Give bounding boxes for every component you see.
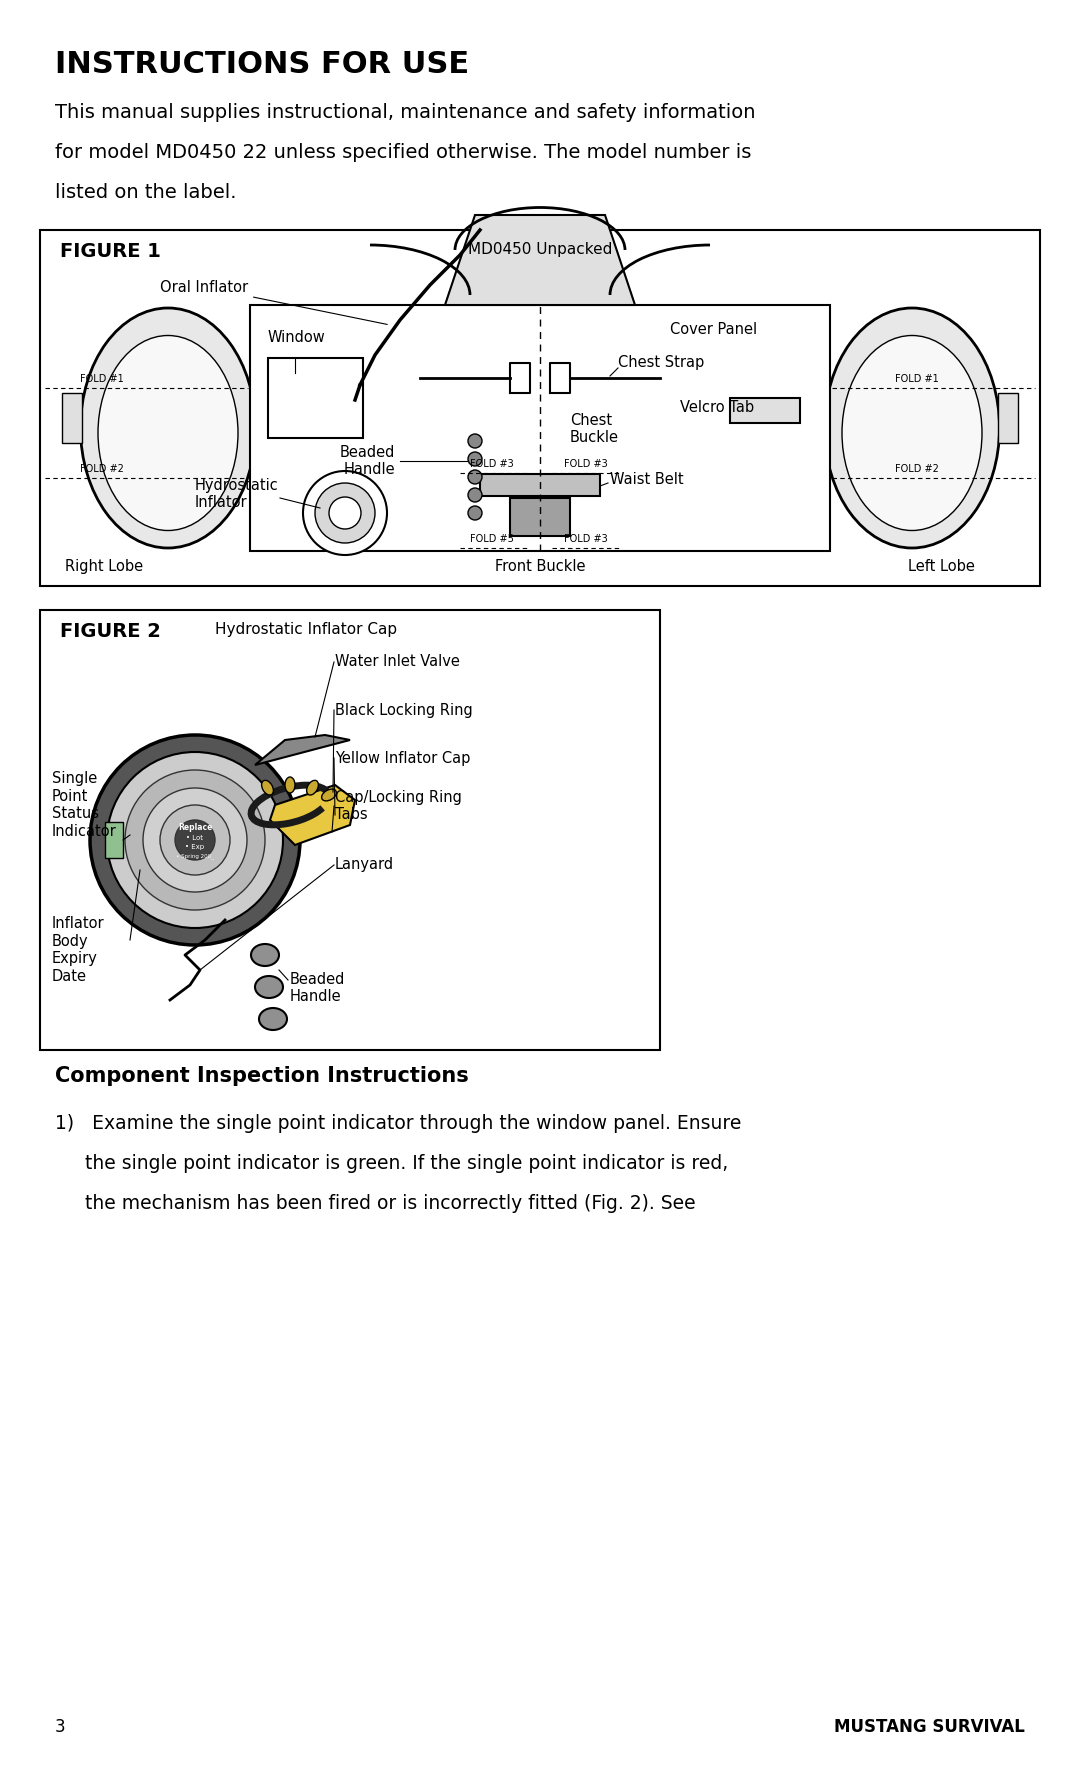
Text: Waist Belt: Waist Belt: [610, 471, 684, 487]
Circle shape: [303, 471, 387, 555]
Ellipse shape: [98, 336, 238, 530]
Text: Yellow Inflator Cap: Yellow Inflator Cap: [335, 750, 471, 766]
Text: Beaded
Handle: Beaded Handle: [339, 444, 395, 477]
Ellipse shape: [81, 308, 256, 548]
Text: Hydrostatic Inflator Cap: Hydrostatic Inflator Cap: [215, 622, 397, 637]
Ellipse shape: [116, 788, 244, 884]
Text: FOLD #1: FOLD #1: [895, 373, 939, 384]
Bar: [249, 306, 831, 551]
Text: Replace: Replace: [178, 823, 212, 832]
Text: FOLD #3: FOLD #3: [564, 459, 608, 469]
Text: Oral Inflator: Oral Inflator: [160, 279, 388, 324]
Text: for model MD0450 22 unless specified otherwise. The model number is: for model MD0450 22 unless specified oth…: [55, 142, 752, 162]
Circle shape: [468, 487, 482, 501]
Bar: [40, 229, 1040, 587]
Ellipse shape: [251, 944, 279, 965]
Text: This manual supplies instructional, maintenance and safety information: This manual supplies instructional, main…: [55, 103, 756, 123]
Text: the mechanism has been fired or is incorrectly fitted (Fig. 2). See: the mechanism has been fired or is incor…: [55, 1195, 696, 1213]
Circle shape: [468, 452, 482, 466]
Text: Inflator
Body
Expiry
Date: Inflator Body Expiry Date: [52, 916, 105, 983]
Text: FOLD #1: FOLD #1: [80, 373, 124, 384]
Text: Cover Panel: Cover Panel: [670, 322, 757, 338]
Text: MD0450 Unpacked: MD0450 Unpacked: [468, 242, 612, 258]
Polygon shape: [445, 215, 635, 306]
Text: • Exp: • Exp: [186, 845, 204, 850]
Text: 3: 3: [55, 1718, 66, 1735]
Text: Left Lobe: Left Lobe: [908, 558, 975, 574]
Text: FOLD #2: FOLD #2: [895, 464, 939, 475]
Circle shape: [329, 498, 361, 530]
Circle shape: [468, 469, 482, 484]
Text: • Spring 200_: • Spring 200_: [176, 853, 214, 859]
Text: FOLD #2: FOLD #2: [80, 464, 124, 475]
Text: FIGURE 1: FIGURE 1: [60, 242, 161, 261]
Text: Window: Window: [268, 331, 326, 345]
Text: listed on the label.: listed on the label.: [55, 183, 237, 203]
Text: the single point indicator is green. If the single point indicator is red,: the single point indicator is green. If …: [55, 1154, 728, 1173]
Circle shape: [125, 770, 265, 910]
Text: FOLD #3: FOLD #3: [470, 459, 514, 469]
Text: Beaded
Handle: Beaded Handle: [291, 973, 346, 1005]
Text: Front Buckle: Front Buckle: [495, 558, 585, 574]
Text: Hydrostatic
Inflator: Hydrostatic Inflator: [195, 478, 279, 510]
Ellipse shape: [259, 1008, 287, 1029]
Polygon shape: [270, 786, 355, 845]
Text: MUSTANG SURVIVAL: MUSTANG SURVIVAL: [834, 1718, 1025, 1735]
Bar: [510, 498, 570, 535]
Circle shape: [175, 820, 215, 861]
Text: • Lot: • Lot: [187, 836, 203, 841]
Ellipse shape: [824, 308, 999, 548]
Text: Single
Point
Status
Indicator: Single Point Status Indicator: [52, 772, 117, 839]
Text: Velcro Tab: Velcro Tab: [680, 400, 754, 416]
Ellipse shape: [307, 781, 319, 795]
Polygon shape: [255, 734, 350, 765]
Text: Component Inspection Instructions: Component Inspection Instructions: [55, 1067, 469, 1086]
Text: Black Locking Ring: Black Locking Ring: [335, 702, 473, 718]
Text: INSTRUCTIONS FOR USE: INSTRUCTIONS FOR USE: [55, 50, 469, 78]
Circle shape: [468, 507, 482, 519]
Text: Cap/Locking Ring
Tabs: Cap/Locking Ring Tabs: [335, 789, 462, 821]
Text: Right Lobe: Right Lobe: [65, 558, 144, 574]
Text: 1)   Examine the single point indicator through the window panel. Ensure: 1) Examine the single point indicator th…: [55, 1115, 741, 1133]
Text: Chest
Buckle: Chest Buckle: [570, 412, 619, 446]
Bar: [40, 610, 660, 1051]
Text: FIGURE 2: FIGURE 2: [60, 622, 161, 642]
FancyBboxPatch shape: [998, 393, 1018, 443]
FancyBboxPatch shape: [62, 393, 82, 443]
Ellipse shape: [285, 777, 295, 793]
Text: Chest Strap: Chest Strap: [618, 356, 704, 370]
Text: Water Inlet Valve: Water Inlet Valve: [335, 654, 460, 670]
Circle shape: [90, 734, 300, 944]
Ellipse shape: [322, 789, 336, 800]
Ellipse shape: [261, 781, 273, 795]
Circle shape: [468, 434, 482, 448]
Circle shape: [107, 752, 283, 928]
Circle shape: [143, 788, 247, 893]
Circle shape: [160, 805, 230, 875]
Text: Lanyard: Lanyard: [335, 857, 394, 873]
Text: FOLD #5: FOLD #5: [470, 533, 514, 544]
Ellipse shape: [842, 336, 982, 530]
Bar: [730, 398, 800, 423]
Bar: [268, 357, 363, 437]
Ellipse shape: [255, 976, 283, 997]
Bar: [480, 475, 600, 496]
Bar: [105, 821, 123, 859]
Circle shape: [315, 484, 375, 542]
Text: FOLD #3: FOLD #3: [564, 533, 608, 544]
